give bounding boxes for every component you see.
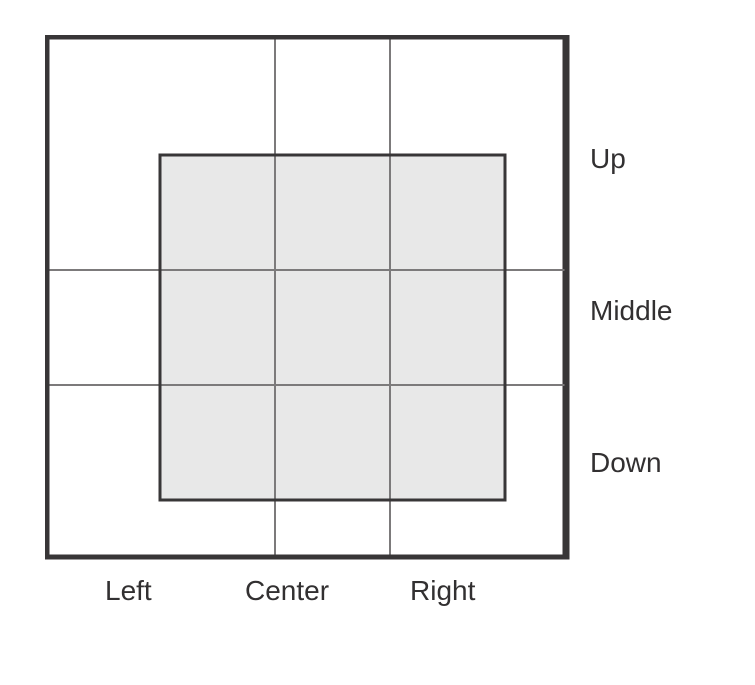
col-label-left: Left (105, 575, 152, 607)
row-label-down: Down (590, 447, 662, 479)
inner-box (160, 155, 505, 500)
row-label-middle: Middle (590, 295, 672, 327)
grid-svg (45, 35, 575, 565)
col-label-right: Right (410, 575, 475, 607)
grid-diagram (45, 35, 575, 565)
col-label-center: Center (245, 575, 329, 607)
row-label-up: Up (590, 143, 626, 175)
